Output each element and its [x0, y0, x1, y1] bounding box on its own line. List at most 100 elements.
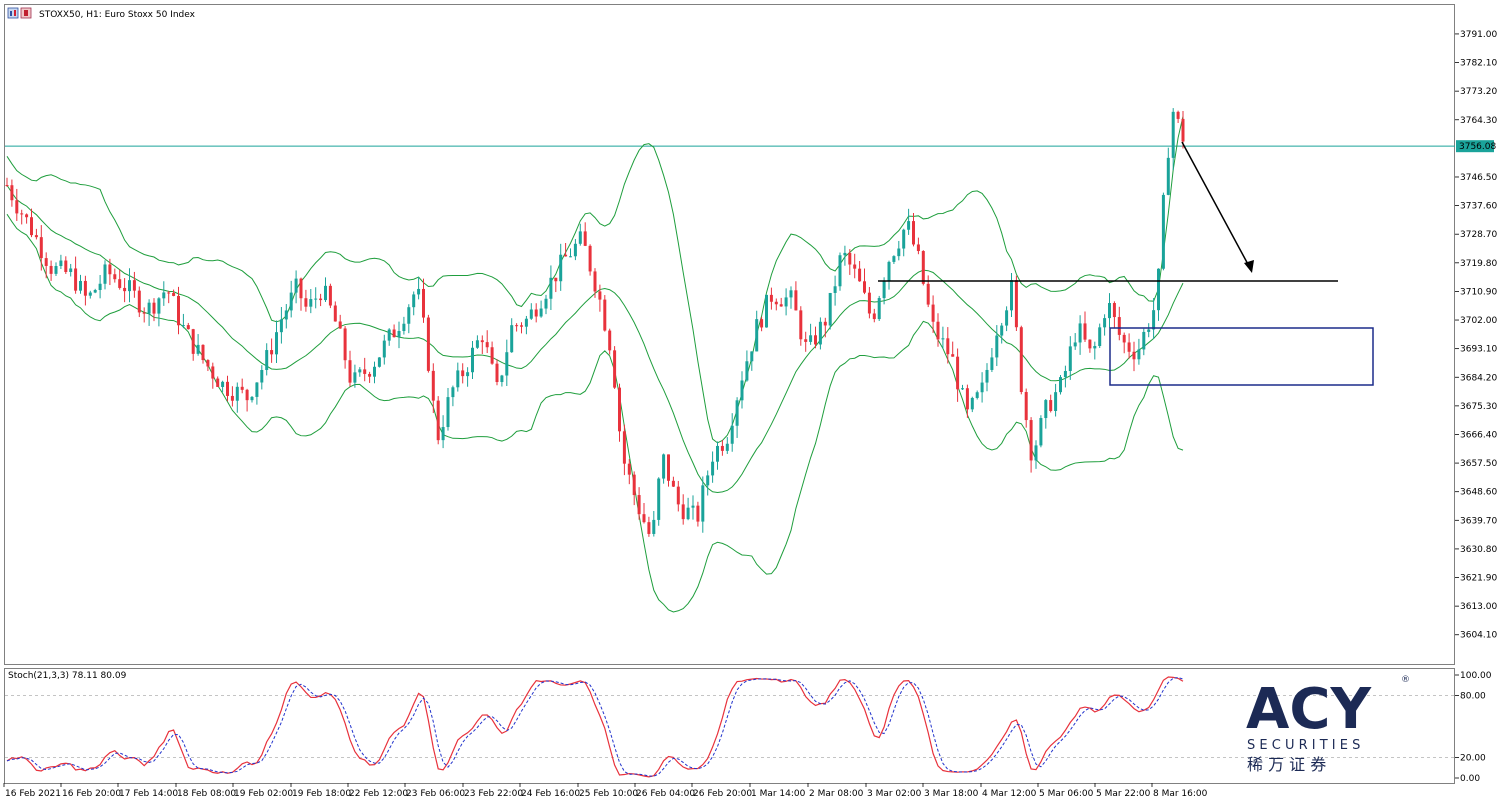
- candle: [201, 344, 205, 364]
- down-arrow-annotation[interactable]: [1181, 141, 1254, 273]
- candle: [564, 242, 568, 257]
- candle: [936, 313, 940, 347]
- candle: [426, 314, 430, 373]
- candle: [461, 363, 465, 384]
- candle: [191, 328, 195, 361]
- candle: [799, 306, 803, 346]
- candle: [1117, 306, 1121, 341]
- candle: [863, 268, 866, 295]
- candle: [1083, 311, 1087, 343]
- candle: [980, 372, 984, 403]
- time-tick-label: 25 Feb 10:00: [579, 789, 638, 799]
- candle: [441, 415, 445, 449]
- candle: [1157, 268, 1160, 321]
- candle: [1019, 325, 1023, 395]
- candle: [1127, 333, 1131, 359]
- svg-text:®: ®: [1401, 675, 1410, 685]
- candle: [858, 261, 862, 282]
- svg-text:ACY: ACY: [1246, 677, 1372, 742]
- candle: [578, 223, 582, 246]
- time-tick-label: 5 Mar 06:00: [1039, 789, 1094, 799]
- candle: [990, 348, 994, 373]
- candle: [956, 348, 960, 402]
- candle: [304, 289, 308, 312]
- candle: [544, 294, 548, 315]
- candle: [706, 470, 710, 496]
- candle: [132, 271, 136, 298]
- candle: [412, 291, 416, 316]
- price-tick-label: 3773.20: [1460, 87, 1497, 97]
- price-tick-label: 3719.80: [1460, 259, 1497, 269]
- candle: [975, 390, 979, 400]
- candle: [970, 396, 974, 413]
- stochastic-tick-label: 100.00: [1460, 671, 1492, 681]
- candle: [260, 365, 264, 390]
- candle: [289, 280, 293, 318]
- time-tick-label: 19 Feb 02:00: [234, 789, 293, 799]
- candle: [10, 179, 14, 207]
- candle: [887, 260, 891, 290]
- time-tick-label: 22 Feb 12:00: [349, 789, 408, 799]
- svg-text:S E C U R I T I E S: S E C U R I T I E S: [1247, 738, 1360, 753]
- candle: [319, 293, 323, 307]
- time-tick-label: 18 Feb 08:00: [177, 789, 236, 799]
- candle: [520, 322, 523, 334]
- price-tick-label: 3728.70: [1460, 230, 1497, 240]
- demand-zone-rectangle[interactable]: [1109, 327, 1374, 386]
- price-tick-label: 3675.30: [1460, 402, 1497, 412]
- candle: [98, 275, 102, 299]
- candle: [696, 501, 700, 527]
- candle: [529, 303, 533, 320]
- candle: [451, 385, 455, 407]
- candle: [324, 277, 327, 303]
- time-tick-label: 1 Mar 14:00: [751, 789, 806, 799]
- time-tick-label: 5 Mar 22:00: [1096, 789, 1151, 799]
- candle: [1054, 383, 1058, 417]
- candle: [15, 188, 19, 221]
- candle: [333, 301, 337, 322]
- candle: [1024, 388, 1028, 428]
- candle: [755, 310, 759, 352]
- candle: [471, 340, 474, 379]
- candle: [794, 281, 798, 311]
- candle: [167, 290, 171, 304]
- candle: [774, 298, 778, 311]
- candle: [985, 363, 989, 392]
- candle: [686, 497, 690, 521]
- candle: [147, 299, 151, 326]
- candle: [54, 262, 58, 277]
- candle: [1088, 339, 1092, 353]
- candle: [681, 494, 685, 525]
- candle: [1000, 322, 1004, 344]
- candle: [30, 208, 33, 238]
- price-axis: 3791.00 3782.10 3773.20 3764.30 3746.50 3737.…: [1455, 30, 1497, 784]
- candle: [108, 258, 112, 286]
- candle: [255, 382, 259, 405]
- time-tick-label: 16 Feb 2021: [5, 789, 61, 799]
- stochastic-frame: [4, 668, 1455, 784]
- candle: [1181, 110, 1185, 149]
- candle: [1098, 323, 1102, 349]
- candle: [152, 298, 156, 322]
- price-tick-label: 3791.00: [1460, 30, 1497, 40]
- candle: [250, 396, 254, 403]
- stochastic-tick-label: 80.00: [1460, 692, 1486, 702]
- candle: [603, 295, 607, 332]
- price-tick-label: 3613.00: [1460, 602, 1497, 612]
- candle: [1112, 301, 1116, 329]
- candle: [348, 350, 352, 387]
- candle: [480, 335, 484, 354]
- candle: [613, 346, 617, 389]
- candle: [534, 303, 538, 323]
- candle: [44, 252, 48, 279]
- price-chart[interactable]: [5, 108, 1455, 613]
- candle: [720, 440, 724, 456]
- candle: [1103, 314, 1107, 336]
- stochastic-indicator[interactable]: [5, 676, 1455, 778]
- candle: [725, 437, 729, 454]
- candle: [456, 362, 460, 392]
- candle: [368, 371, 372, 383]
- price-tick-label: 3639.70: [1460, 516, 1497, 526]
- candle: [343, 326, 347, 369]
